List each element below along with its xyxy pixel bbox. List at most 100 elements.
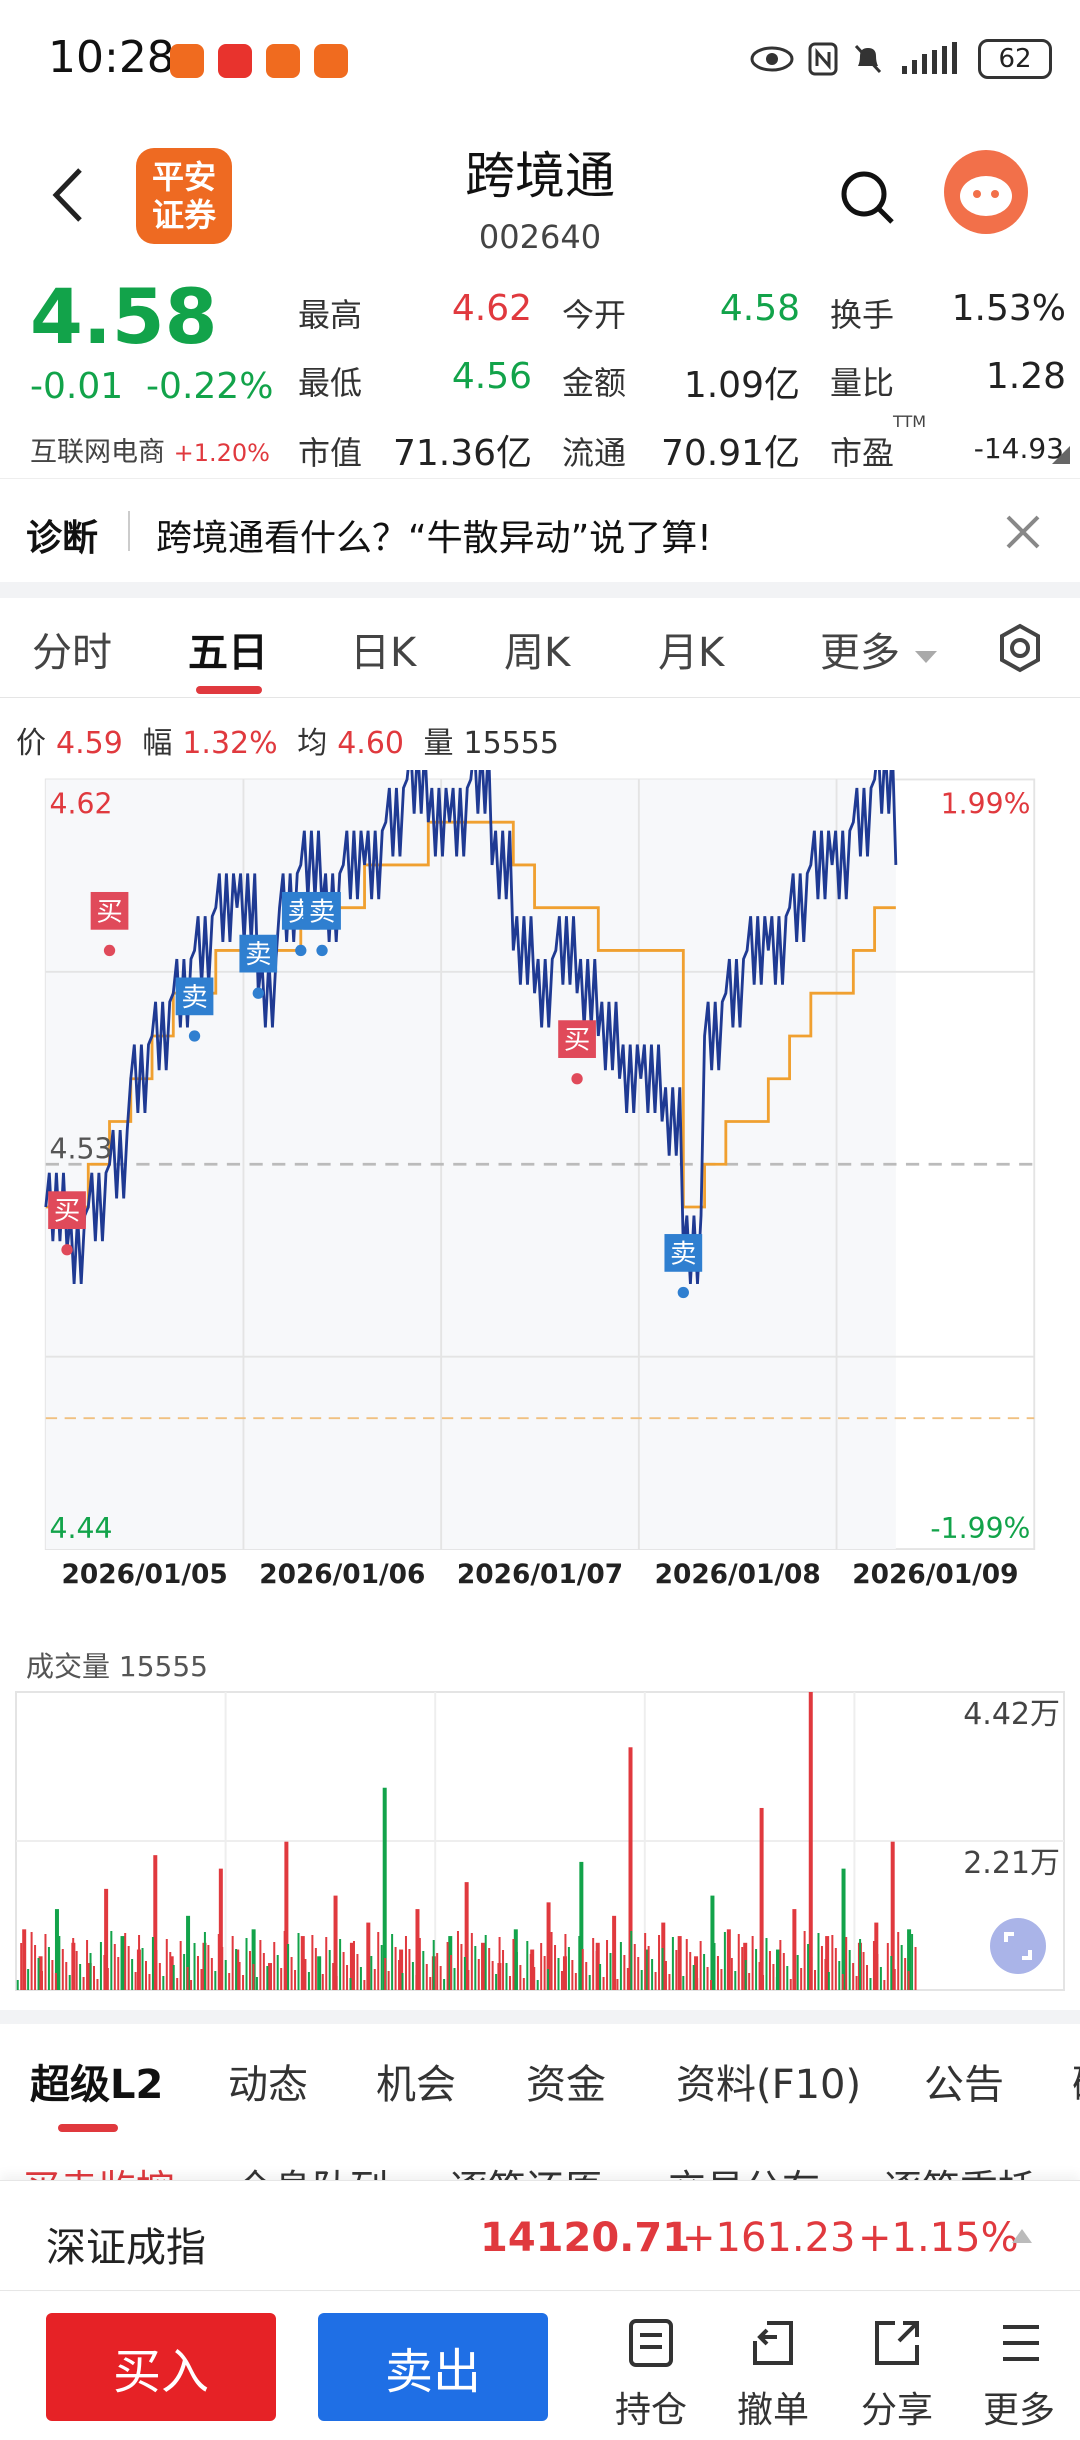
volume-bar — [30, 1932, 33, 1990]
volume-bar — [890, 1956, 893, 1990]
volume-chart[interactable]: 成交量 15555 4.42万 2.21万 — [0, 1640, 1080, 2000]
volume-bar — [349, 1942, 354, 1990]
volume-bar — [513, 1929, 518, 1990]
volume-bar — [162, 1976, 165, 1990]
volume-bar — [262, 1953, 265, 1990]
volume-y-tick: 4.42万 — [963, 1697, 1060, 1732]
turnover-label: 换手 — [830, 296, 895, 334]
subtab-order-detail[interactable]: 逐笔委托 — [884, 2158, 1036, 2180]
tab-five-day[interactable]: 五日 — [188, 630, 268, 676]
volume-bar — [82, 1977, 85, 1990]
volume-bar — [283, 1931, 286, 1990]
gear-icon — [1000, 623, 1040, 673]
tab-opportunity[interactable]: 机会 — [376, 2062, 456, 2108]
volume-bar — [488, 1948, 491, 1990]
tab-weekly-k[interactable]: 周K — [504, 630, 571, 676]
close-button[interactable] — [1000, 509, 1046, 555]
volume-bar — [131, 1959, 134, 1990]
expand-chart-button[interactable] — [990, 1918, 1046, 1974]
tab-research[interactable]: 研 — [1072, 2052, 1080, 2110]
search-button[interactable] — [838, 168, 898, 228]
tab-news[interactable]: 动态 — [228, 2062, 308, 2108]
turnover-value: 1.53% — [951, 288, 1066, 329]
volume-bar — [332, 1963, 335, 1990]
tab-more[interactable]: 更多 — [820, 620, 939, 678]
tab-monthly-k[interactable]: 月K — [658, 630, 725, 676]
volume-bar — [106, 1968, 109, 1990]
volume-bar — [474, 1946, 477, 1990]
subtab-full-queue[interactable]: 全息队列 — [236, 2158, 388, 2180]
more-menu-button[interactable]: 更多 — [964, 2317, 1074, 2433]
volume-bar — [808, 1692, 813, 1990]
volume-bar — [169, 1952, 172, 1990]
volume-bar — [377, 1932, 380, 1990]
volume-bar — [425, 1964, 428, 1990]
volume-bar — [491, 1961, 494, 1990]
volume-bar — [267, 1963, 272, 1990]
detail-section-tabs: 超级L2 动态 机会 资金 资料(F10) 公告 研 — [0, 2024, 1080, 2132]
volume-bar — [557, 1958, 560, 1990]
volume-bar — [554, 1945, 557, 1990]
tab-daily-k[interactable]: 日K — [350, 630, 417, 676]
positions-button[interactable]: 持仓 — [596, 2317, 706, 2433]
buy-button[interactable]: 买入 — [46, 2313, 276, 2421]
volume-bar — [382, 1787, 387, 1990]
trade-marker-dot — [103, 944, 116, 957]
tab-super-l2[interactable]: 超级L2 — [30, 2062, 164, 2108]
share-button[interactable]: 分享 — [842, 2317, 952, 2433]
volume-bar — [762, 1975, 765, 1990]
tab-f10[interactable]: 资料(F10) — [676, 2062, 862, 2108]
trade-action-bar: 买入 卖出 持仓 撤单 分享 更多 — [0, 2290, 1080, 2440]
volume-bar — [366, 1943, 369, 1990]
index-ticker-bar[interactable]: 深证成指 14120.71 +161.23 +1.15% — [0, 2180, 1080, 2290]
volume-bar — [522, 1978, 525, 1990]
subtab-trade-distribution[interactable]: 交易分布 — [668, 2158, 820, 2180]
volume-bar — [172, 1965, 175, 1990]
volume-bar — [831, 1935, 834, 1990]
volume-bar — [904, 1958, 907, 1990]
volume-bar — [339, 1939, 342, 1990]
sector-link[interactable]: 互联网电商 +1.20% — [30, 437, 270, 468]
volume-bar — [51, 1960, 54, 1990]
volume-bar — [335, 1976, 338, 1990]
pe-label: 市盈 — [830, 434, 895, 472]
open-value: 4.58 — [719, 288, 800, 329]
battery-indicator: 62 — [978, 39, 1052, 79]
tab-intraday[interactable]: 分时 — [32, 630, 112, 676]
trade-marker-badge — [175, 977, 214, 1016]
trade-marker-badge — [239, 934, 278, 973]
current-price: 4.58 — [30, 272, 218, 361]
volume-bar — [307, 1972, 310, 1990]
diagnosis-banner[interactable]: 诊断 跨境通看什么？“牛散异动”说了算! — [0, 478, 1080, 582]
chart-settings-button[interactable] — [992, 620, 1048, 676]
volume-bar — [640, 1970, 643, 1990]
volume-bar — [533, 1967, 536, 1990]
volume-bar — [54, 1909, 59, 1990]
trade-marker-label: 卖 — [181, 982, 207, 1013]
cancel-order-button[interactable]: 撤单 — [718, 2317, 828, 2433]
assistant-avatar[interactable] — [944, 150, 1028, 234]
volume-bar — [796, 1955, 799, 1990]
volume-bar — [786, 1966, 789, 1990]
volume-bar — [495, 1974, 498, 1990]
volume-bar — [439, 1966, 442, 1990]
volume-bar — [418, 1938, 421, 1990]
volume-bar — [127, 1946, 130, 1990]
caret-up-icon — [1012, 2229, 1032, 2243]
tab-funds[interactable]: 资金 — [526, 2062, 606, 2108]
trade-marker-label: 买 — [96, 896, 122, 927]
subtab-trade-monitor[interactable]: 买卖监控 — [22, 2158, 174, 2180]
volume-bar — [231, 1936, 234, 1990]
sell-button[interactable]: 卖出 — [318, 2313, 548, 2421]
back-button[interactable] — [40, 160, 100, 230]
volume-bar — [290, 1957, 293, 1990]
volume-bar — [20, 1943, 23, 1990]
volume-bar — [242, 1975, 245, 1990]
tab-announcements[interactable]: 公告 — [924, 2062, 1004, 2108]
volume-bar — [203, 1932, 206, 1990]
index-name: 深证成指 — [46, 2225, 206, 2271]
volume-bar — [311, 1935, 314, 1990]
broker-logo[interactable]: 平安 证券 — [136, 148, 232, 244]
subtab-tick-restore[interactable]: 逐笔还原 — [450, 2158, 602, 2180]
